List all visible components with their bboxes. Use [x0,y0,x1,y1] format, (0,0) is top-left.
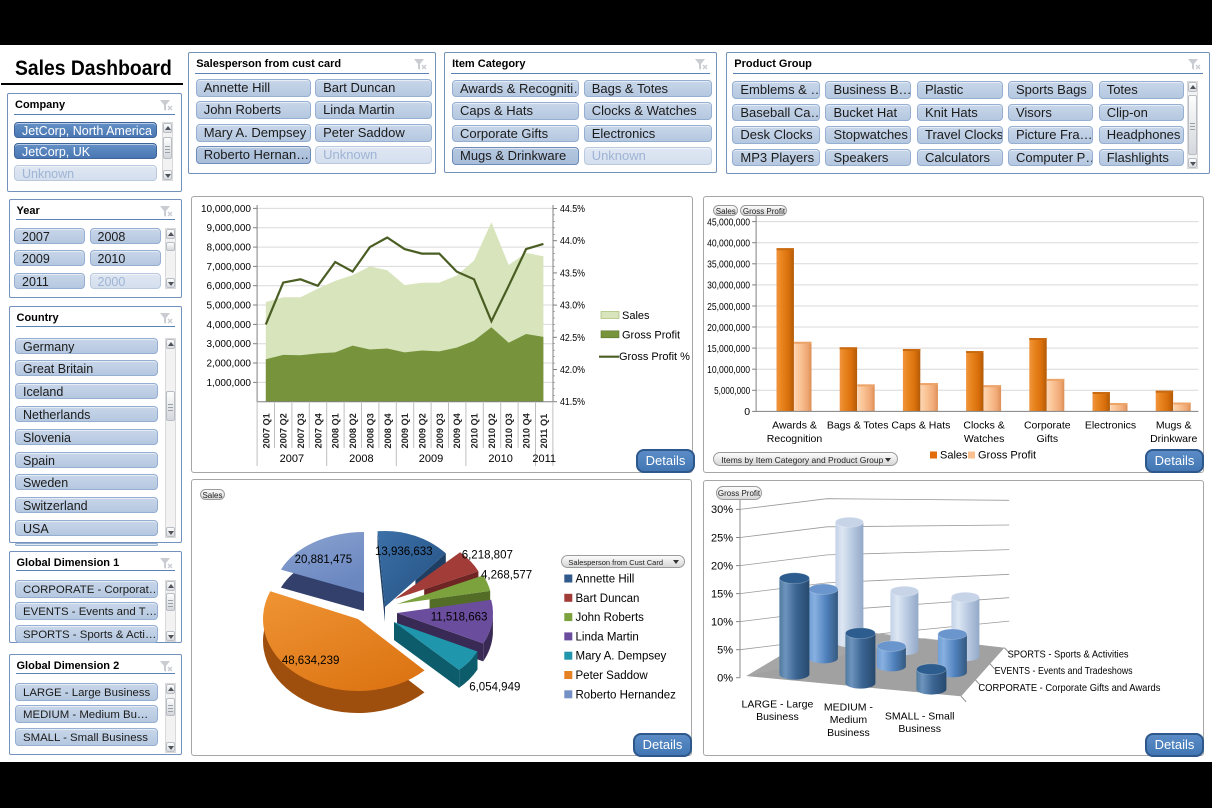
svg-text:25,000,000: 25,000,000 [707,301,750,313]
svg-text:35,000,000: 35,000,000 [707,258,750,270]
svg-text:30,000,000: 30,000,000 [707,279,750,291]
svg-text:4,268,577: 4,268,577 [481,570,532,582]
svg-text:2007 Q3: 2007 Q3 [296,413,306,448]
svg-text:Gross Profit %: Gross Profit % [619,351,690,363]
svg-text:2010 Q2: 2010 Q2 [487,413,497,448]
svg-text:2009 Q1: 2009 Q1 [400,413,410,448]
svg-text:SPORTS - Sports & Activities: SPORTS - Sports & Activities [1007,648,1128,660]
svg-text:43.0%: 43.0% [560,300,585,311]
svg-text:2009: 2009 [419,453,443,465]
svg-text:2009 Q4: 2009 Q4 [452,412,462,448]
svg-text:2011: 2011 [533,453,557,465]
svg-text:Gross Profit: Gross Profit [622,329,680,341]
svg-text:10,000,000: 10,000,000 [201,204,251,215]
svg-text:45,000,000: 45,000,000 [707,216,750,228]
svg-text:Linda Martin: Linda Martin [576,631,639,643]
svg-text:2,000,000: 2,000,000 [207,358,252,369]
svg-text:Awards &: Awards & [772,419,817,431]
svg-text:2008 Q3: 2008 Q3 [366,413,376,448]
svg-text:Clocks &: Clocks & [963,419,1004,431]
svg-text:0%: 0% [717,672,733,684]
svg-text:Bags & Totes: Bags & Totes [826,419,888,431]
svg-text:5%: 5% [717,644,733,656]
svg-text:5,000,000: 5,000,000 [207,300,252,311]
svg-text:30%: 30% [711,504,733,516]
svg-text:2007 Q1: 2007 Q1 [261,413,271,448]
svg-text:Drinkware: Drinkware [1150,433,1197,445]
svg-text:2011 Q1: 2011 Q1 [539,414,549,449]
svg-text:8,000,000: 8,000,000 [207,242,252,253]
svg-text:Roberto Hernandez: Roberto Hernandez [576,689,677,701]
svg-text:MEDIUM -: MEDIUM - [823,701,872,713]
svg-text:CORPORATE - Corporate Gifts an: CORPORATE - Corporate Gifts and Awards [978,682,1160,694]
svg-text:2010: 2010 [489,453,513,465]
svg-text:Electronics: Electronics [1084,419,1135,431]
svg-text:42.5%: 42.5% [560,333,585,344]
svg-text:Recognition: Recognition [766,433,822,445]
svg-text:Caps & Hats: Caps & Hats [891,419,950,431]
svg-text:Sales: Sales [940,449,968,461]
svg-text:Business: Business [756,711,799,723]
svg-text:Corporate: Corporate [1024,419,1071,431]
svg-text:6,054,949: 6,054,949 [469,682,520,694]
svg-text:2007 Q2: 2007 Q2 [279,413,289,448]
svg-text:Bart Duncan: Bart Duncan [576,593,640,605]
svg-text:5,000,000: 5,000,000 [714,385,750,397]
svg-text:2010 Q3: 2010 Q3 [504,413,514,448]
svg-text:41.5%: 41.5% [560,397,585,408]
svg-text:Business: Business [898,723,941,735]
svg-text:John Roberts: John Roberts [576,612,645,624]
svg-text:3,000,000: 3,000,000 [207,339,252,350]
svg-text:2009 Q3: 2009 Q3 [435,413,445,448]
svg-text:15,000,000: 15,000,000 [707,343,750,355]
svg-text:Gifts: Gifts [1036,433,1058,445]
svg-text:20%: 20% [711,560,733,572]
svg-text:2008 Q4: 2008 Q4 [383,412,393,448]
svg-text:Mary A. Dempsey: Mary A. Dempsey [576,651,667,663]
svg-text:Annette Hill: Annette Hill [576,574,635,586]
svg-text:44.5%: 44.5% [560,204,585,215]
svg-text:Sales: Sales [622,310,650,322]
svg-text:SMALL - Small: SMALL - Small [884,710,954,722]
svg-text:6,000,000: 6,000,000 [207,281,252,292]
svg-text:2008 Q1: 2008 Q1 [331,413,341,448]
svg-text:44.0%: 44.0% [560,236,585,247]
svg-text:LARGE - Large: LARGE - Large [741,698,813,710]
svg-text:Watches: Watches [963,433,1003,445]
svg-text:42.0%: 42.0% [560,365,585,376]
svg-text:43.5%: 43.5% [560,268,585,279]
svg-text:Medium: Medium [829,714,867,726]
svg-text:EVENTS - Events and Tradeshows: EVENTS - Events and Tradeshows [994,665,1132,677]
svg-text:2007: 2007 [280,453,304,465]
svg-text:48,634,239: 48,634,239 [282,655,340,667]
svg-text:Mugs &: Mugs & [1155,419,1191,431]
svg-text:10%: 10% [711,616,733,628]
svg-text:2008: 2008 [349,453,373,465]
svg-text:10,000,000: 10,000,000 [707,364,750,376]
svg-text:2008 Q2: 2008 Q2 [348,413,358,448]
svg-text:2010 Q4: 2010 Q4 [522,412,532,448]
svg-text:2007 Q4: 2007 Q4 [313,412,323,448]
svg-text:25%: 25% [711,532,733,544]
svg-text:9,000,000: 9,000,000 [207,223,252,234]
svg-text:Peter Saddow: Peter Saddow [576,670,649,682]
svg-text:20,881,475: 20,881,475 [295,554,353,566]
svg-text:Gross Profit: Gross Profit [978,449,1036,461]
svg-text:6,218,807: 6,218,807 [462,549,513,561]
svg-text:40,000,000: 40,000,000 [707,237,750,249]
svg-text:20,000,000: 20,000,000 [707,322,750,334]
svg-text:Business: Business [827,727,870,739]
svg-text:11,518,663: 11,518,663 [431,612,488,624]
svg-text:13,936,633: 13,936,633 [375,546,433,558]
svg-text:2009 Q2: 2009 Q2 [418,413,428,448]
svg-text:15%: 15% [711,588,733,600]
svg-text:1,000,000: 1,000,000 [207,378,252,389]
svg-text:4,000,000: 4,000,000 [207,320,252,331]
svg-text:0: 0 [744,406,750,418]
svg-text:2010 Q1: 2010 Q1 [470,413,480,448]
svg-text:7,000,000: 7,000,000 [207,262,252,273]
